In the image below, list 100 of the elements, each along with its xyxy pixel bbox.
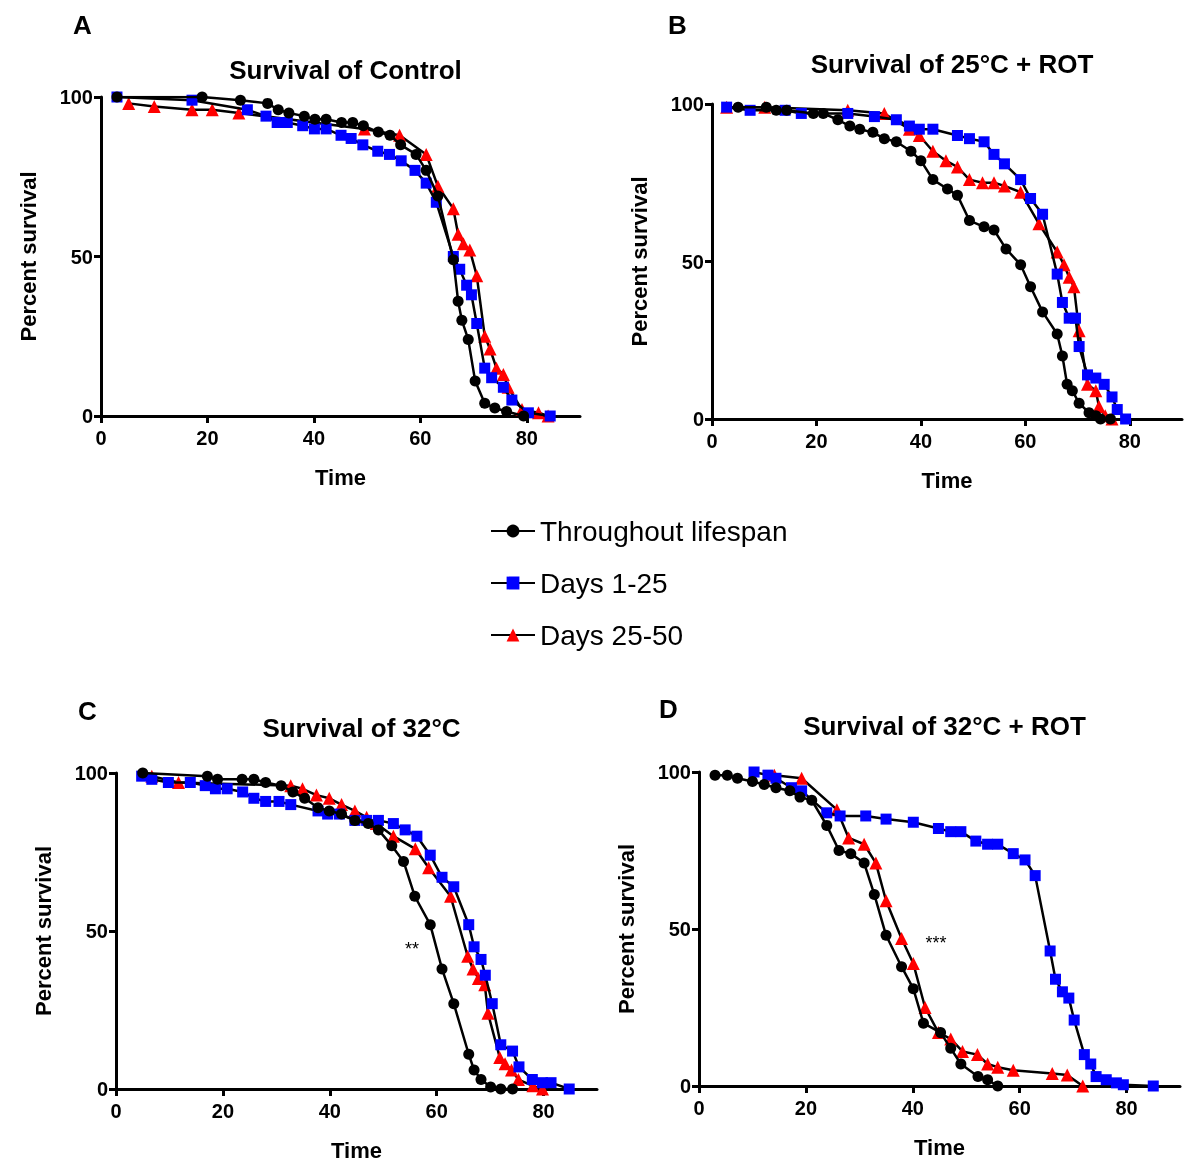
point <box>770 782 782 794</box>
y-tick-label: 100 <box>670 93 704 115</box>
x-tick-label: 80 <box>532 1100 555 1122</box>
point <box>939 154 953 168</box>
point <box>221 783 233 795</box>
point <box>271 117 283 129</box>
point <box>447 254 459 266</box>
point <box>834 810 846 822</box>
point <box>309 788 323 802</box>
point <box>122 96 136 110</box>
point <box>945 1042 957 1054</box>
point <box>955 826 967 838</box>
point <box>987 176 1001 190</box>
text: C <box>78 696 97 726</box>
point <box>770 104 782 116</box>
point <box>1147 1080 1159 1092</box>
point <box>1037 306 1049 318</box>
point <box>287 786 299 798</box>
text: D <box>659 694 678 724</box>
point <box>336 117 348 129</box>
point <box>399 824 411 836</box>
chart-title: Survival of Control <box>229 55 462 85</box>
x-axis-title: Time <box>315 464 366 490</box>
point <box>955 1044 969 1058</box>
point <box>424 919 436 931</box>
point <box>452 295 464 307</box>
point <box>879 894 893 908</box>
point <box>456 314 468 326</box>
point <box>963 215 975 227</box>
point <box>387 818 399 830</box>
point <box>432 190 444 202</box>
annotation: *** <box>925 933 947 953</box>
point <box>935 1027 947 1039</box>
point <box>945 826 957 838</box>
point <box>942 183 954 195</box>
point <box>545 1077 557 1089</box>
point <box>479 397 491 409</box>
point <box>461 949 475 963</box>
point <box>795 771 809 785</box>
x-tick-label: 0 <box>110 1100 122 1122</box>
text: B <box>668 10 687 40</box>
y-axis-title: Percent survival <box>626 176 652 347</box>
y-tick-label: 0 <box>679 1075 691 1097</box>
point <box>308 123 320 135</box>
point <box>283 107 295 119</box>
point <box>335 129 347 141</box>
point <box>262 97 274 109</box>
point <box>248 792 260 804</box>
point <box>237 786 249 798</box>
point <box>978 136 990 148</box>
point <box>408 842 422 856</box>
point <box>1073 341 1085 353</box>
point <box>770 772 782 784</box>
point <box>1044 945 1056 957</box>
x-tick-label: 60 <box>425 1100 448 1122</box>
point <box>880 929 892 941</box>
point <box>281 117 293 129</box>
annotation: ** <box>404 939 420 959</box>
point <box>860 810 872 822</box>
point <box>858 857 870 869</box>
point <box>970 835 982 847</box>
point <box>1076 1079 1090 1093</box>
point <box>821 807 833 819</box>
point <box>1090 1071 1102 1083</box>
point <box>1073 397 1085 409</box>
point <box>905 145 917 157</box>
x-tick-label: 40 <box>318 1100 341 1122</box>
point <box>201 770 213 782</box>
point <box>907 983 919 995</box>
point <box>890 136 902 148</box>
x-tick-label: 20 <box>196 427 219 449</box>
point <box>992 1080 1004 1092</box>
point <box>372 145 384 157</box>
point <box>1098 378 1110 390</box>
chart-title: Survival of 25°C + ROT <box>810 49 1094 79</box>
point <box>384 129 396 141</box>
point <box>463 919 475 931</box>
point <box>932 823 944 835</box>
point <box>1049 973 1061 985</box>
point <box>446 202 460 216</box>
point <box>506 394 518 406</box>
point <box>410 148 422 160</box>
x-tick-label: 60 <box>1014 430 1037 452</box>
point <box>469 375 481 387</box>
point <box>275 780 287 792</box>
point <box>970 1048 984 1062</box>
y-axis-title: Percent survival <box>613 844 639 1014</box>
point <box>209 783 221 795</box>
point <box>926 144 940 158</box>
point <box>357 139 369 151</box>
point <box>1056 296 1068 308</box>
point <box>988 148 1000 160</box>
point <box>833 845 845 856</box>
point <box>409 164 421 176</box>
point <box>478 329 492 343</box>
point <box>951 189 963 201</box>
point <box>1063 992 1075 1004</box>
x-tick-label: 40 <box>901 1097 924 1119</box>
point <box>832 114 844 126</box>
point <box>436 871 448 883</box>
